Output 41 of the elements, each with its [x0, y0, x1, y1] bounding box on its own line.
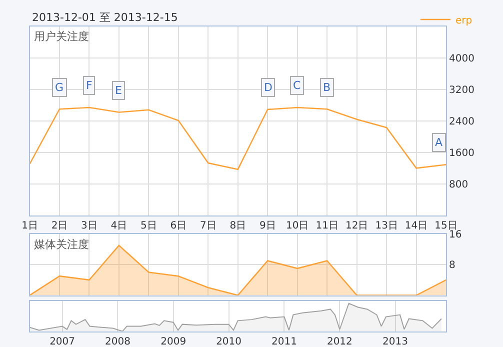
x-tick-label: 10日: [286, 220, 309, 232]
x-tick-label: 6日: [170, 220, 187, 232]
chart-title: 2013-12-01 至 2013-12-15: [32, 11, 178, 24]
x-tick-label: 2008: [105, 336, 130, 347]
annotation: B: [323, 81, 331, 94]
annotation: E: [115, 84, 122, 97]
annotation: A: [435, 136, 443, 149]
x-tick-label: 2007: [50, 336, 76, 347]
y-tick-label: 3200: [449, 84, 474, 96]
y-tick-label: 4000: [449, 53, 474, 64]
line-series: [30, 106, 446, 170]
x-tick-label: 8日: [230, 220, 246, 232]
x-tick-label: 15日: [434, 220, 458, 232]
annotation: D: [264, 81, 272, 94]
chart-subtitle: 用户关注度: [34, 30, 89, 43]
x-tick-label: 3日: [81, 220, 98, 232]
y-tick-label: 800: [449, 179, 468, 190]
x-tick-label: 13日: [375, 220, 398, 232]
annotation: G: [55, 81, 64, 94]
x-tick-label: 1日: [22, 220, 38, 232]
annotation: F: [86, 79, 92, 92]
y-tick-label: 2400: [449, 116, 474, 128]
x-tick-label: 9日: [259, 220, 276, 232]
text: 媒体关注度: [34, 238, 89, 251]
x-tick-label: 11日: [316, 220, 338, 232]
x-tick-label: 2009: [160, 336, 186, 347]
y-tick-label: 1600: [449, 148, 474, 159]
x-tick-label: 2011: [272, 336, 297, 347]
x-tick-label: 2010: [216, 336, 242, 347]
legend-label: erp: [455, 15, 472, 26]
x-tick-label: 2日: [51, 220, 68, 232]
x-tick-label: 2012: [326, 336, 352, 347]
x-tick-label: 14日: [404, 220, 428, 232]
annotation: C: [293, 79, 301, 92]
x-tick-label: 4日: [110, 220, 128, 232]
x-tick-label: 5日: [140, 220, 157, 232]
x-tick-label: 12日: [345, 220, 368, 232]
x-tick-label: 7日: [200, 220, 216, 232]
y-tick-label: 16: [449, 229, 462, 240]
x-tick-label: 2013: [382, 336, 408, 347]
y-tick-label: 8: [449, 260, 456, 272]
